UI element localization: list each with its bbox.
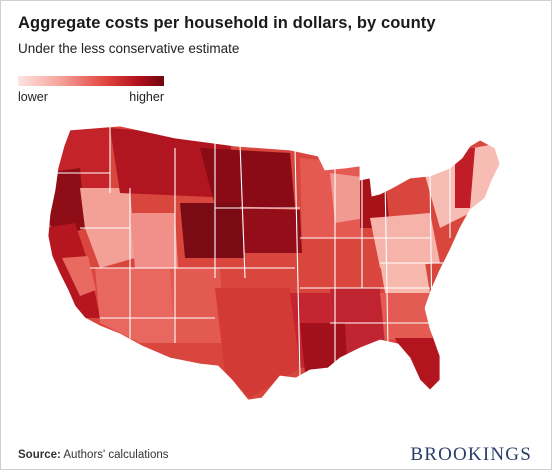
chart-title: Aggregate costs per household in dollars… xyxy=(18,14,436,32)
color-legend: lower higher xyxy=(18,76,164,116)
source-text: Authors' calculations xyxy=(60,449,169,461)
legend-high-label: higher xyxy=(129,90,164,104)
source-note: Source: Authors' calculations xyxy=(18,449,169,461)
legend-gradient-bar xyxy=(18,76,164,86)
source-label: Source: xyxy=(18,449,61,461)
brookings-logo: BROOKINGS xyxy=(410,444,532,465)
us-county-choropleth-map xyxy=(47,125,501,401)
legend-low-label: lower xyxy=(18,90,48,104)
chart-subtitle: Under the less conservative estimate xyxy=(18,41,240,56)
us-outline xyxy=(47,125,501,401)
state-borders xyxy=(48,126,451,379)
